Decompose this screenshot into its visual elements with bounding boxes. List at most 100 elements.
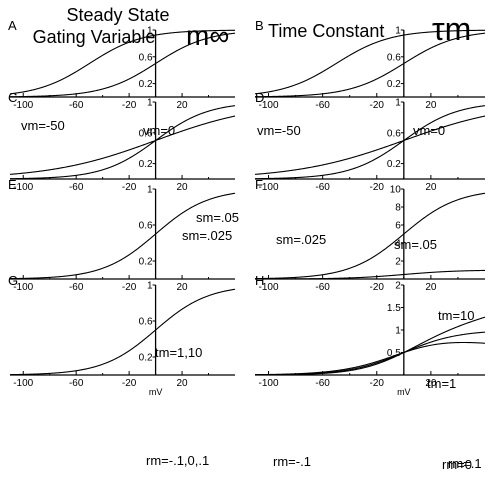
series-line	[9, 115, 236, 175]
x-tick-label: -20	[370, 378, 385, 389]
series-line	[255, 269, 486, 280]
curve-label: sm=.025	[276, 232, 326, 247]
y-tick-label: 6	[395, 221, 401, 232]
y-tick-label: 1	[395, 326, 401, 337]
series-line	[254, 115, 486, 175]
y-tick-label: 0.2	[139, 353, 153, 364]
x-tick-label: -20	[370, 282, 385, 293]
x-tick-label: 20	[176, 100, 188, 111]
curve-label: sm=.05	[196, 210, 239, 225]
panel-letter: E	[8, 177, 17, 192]
x-axis-unit-label: mV	[397, 387, 411, 397]
series-line	[254, 105, 486, 180]
x-tick-label: -100	[259, 100, 279, 111]
y-tick-label: 1.5	[387, 303, 401, 314]
panel-letter: D	[255, 90, 264, 105]
x-tick-label: -20	[122, 378, 137, 389]
curve-label: sm=.05	[394, 237, 437, 252]
x-tick-label: -100	[259, 378, 279, 389]
y-tick-label: 4	[395, 239, 401, 250]
x-tick-label: 20	[425, 282, 437, 293]
series-line	[9, 29, 236, 95]
x-axis-unit-label: mV	[149, 387, 163, 397]
series-line	[9, 288, 236, 376]
curve-label: rm=-.1	[273, 454, 311, 469]
series-line	[254, 29, 486, 95]
y-tick-label: 0.2	[139, 257, 153, 268]
x-tick-label: -100	[13, 282, 33, 293]
x-tick-label: 20	[176, 378, 188, 389]
x-tick-label: -20	[122, 182, 137, 193]
y-tick-label: 0.6	[139, 317, 153, 328]
x-tick-label: -60	[69, 100, 84, 111]
y-tick-label: 0.2	[139, 79, 153, 90]
panel-letter: B	[255, 18, 264, 33]
x-tick-label: -100	[259, 282, 279, 293]
y-tick-label: 0.2	[387, 159, 401, 170]
x-tick-label: -60	[69, 282, 84, 293]
right-symbol: τm	[432, 11, 471, 47]
x-tick-label: -20	[370, 100, 385, 111]
y-tick-label: 1	[147, 98, 153, 109]
x-tick-label: -100	[259, 182, 279, 193]
y-tick-label: 0.2	[139, 159, 153, 170]
series-line	[9, 32, 236, 98]
y-tick-label: 0.6	[139, 52, 153, 63]
curve-label: rm=-.1,0,.1	[146, 453, 209, 468]
curve-label: tm=1	[427, 376, 456, 391]
x-tick-label: 20	[425, 100, 437, 111]
curve-label: tm=10	[438, 308, 475, 323]
panel-letter: G	[8, 273, 18, 288]
y-tick-label: 0.6	[139, 221, 153, 232]
curve-label: vm=0	[143, 123, 175, 138]
y-tick-label: 0.2	[387, 79, 401, 90]
y-tick-label: 1	[147, 26, 153, 37]
x-tick-label: 20	[425, 378, 437, 389]
panel-letter: C	[8, 90, 17, 105]
x-tick-label: 20	[176, 182, 188, 193]
curve-label: vm=-50	[21, 118, 65, 133]
right-title: Time Constant	[268, 21, 384, 41]
panel-a: A -100 -60 -20 20 0.2 0.6 1 vm=-50 vm=0	[8, 18, 236, 138]
left-title-line1: Steady State	[66, 5, 169, 25]
x-tick-label: -60	[69, 182, 84, 193]
x-tick-label: -20	[122, 100, 137, 111]
y-tick-label: 0.6	[139, 128, 153, 139]
x-tick-label: 20	[425, 182, 437, 193]
x-tick-label: -20	[370, 182, 385, 193]
series-line	[254, 32, 486, 98]
x-tick-label: -60	[315, 282, 330, 293]
y-tick-label: 2	[395, 281, 401, 292]
x-tick-label: 20	[176, 282, 188, 293]
panel-letter: H	[255, 273, 264, 288]
y-tick-label: 8	[395, 203, 401, 214]
curve-label: tm=1,10	[155, 345, 202, 360]
series-line	[255, 341, 486, 376]
y-tick-label: 0.5	[387, 348, 401, 359]
y-tick-label: 1	[147, 185, 153, 196]
curve-label: rm=0	[442, 457, 472, 472]
series-line	[254, 192, 486, 280]
y-tick-label: 10	[390, 185, 402, 196]
x-tick-label: -60	[315, 182, 330, 193]
panel-g: G-100 -60 -20 20 0.2 0.6 1 rm=-.1,0,.1 mV	[8, 273, 236, 468]
panel-letter: A	[8, 18, 17, 33]
series-line	[9, 105, 236, 180]
y-tick-label: 1	[147, 281, 153, 292]
curve-label: vm=-50	[257, 123, 301, 138]
y-tick-label: 0.6	[387, 128, 401, 139]
curve-label: sm=.025	[182, 228, 232, 243]
series-line	[254, 331, 486, 376]
left-title-line2: Gating Variable	[33, 27, 156, 47]
y-tick-label: 1	[395, 26, 401, 37]
y-tick-label: 0.6	[387, 52, 401, 63]
x-tick-label: -60	[315, 100, 330, 111]
curve-label: rm=.1	[448, 456, 482, 471]
panel-e: E -100 -60 -20 20 0.2 0.6 1 tm=1,10	[8, 177, 236, 360]
